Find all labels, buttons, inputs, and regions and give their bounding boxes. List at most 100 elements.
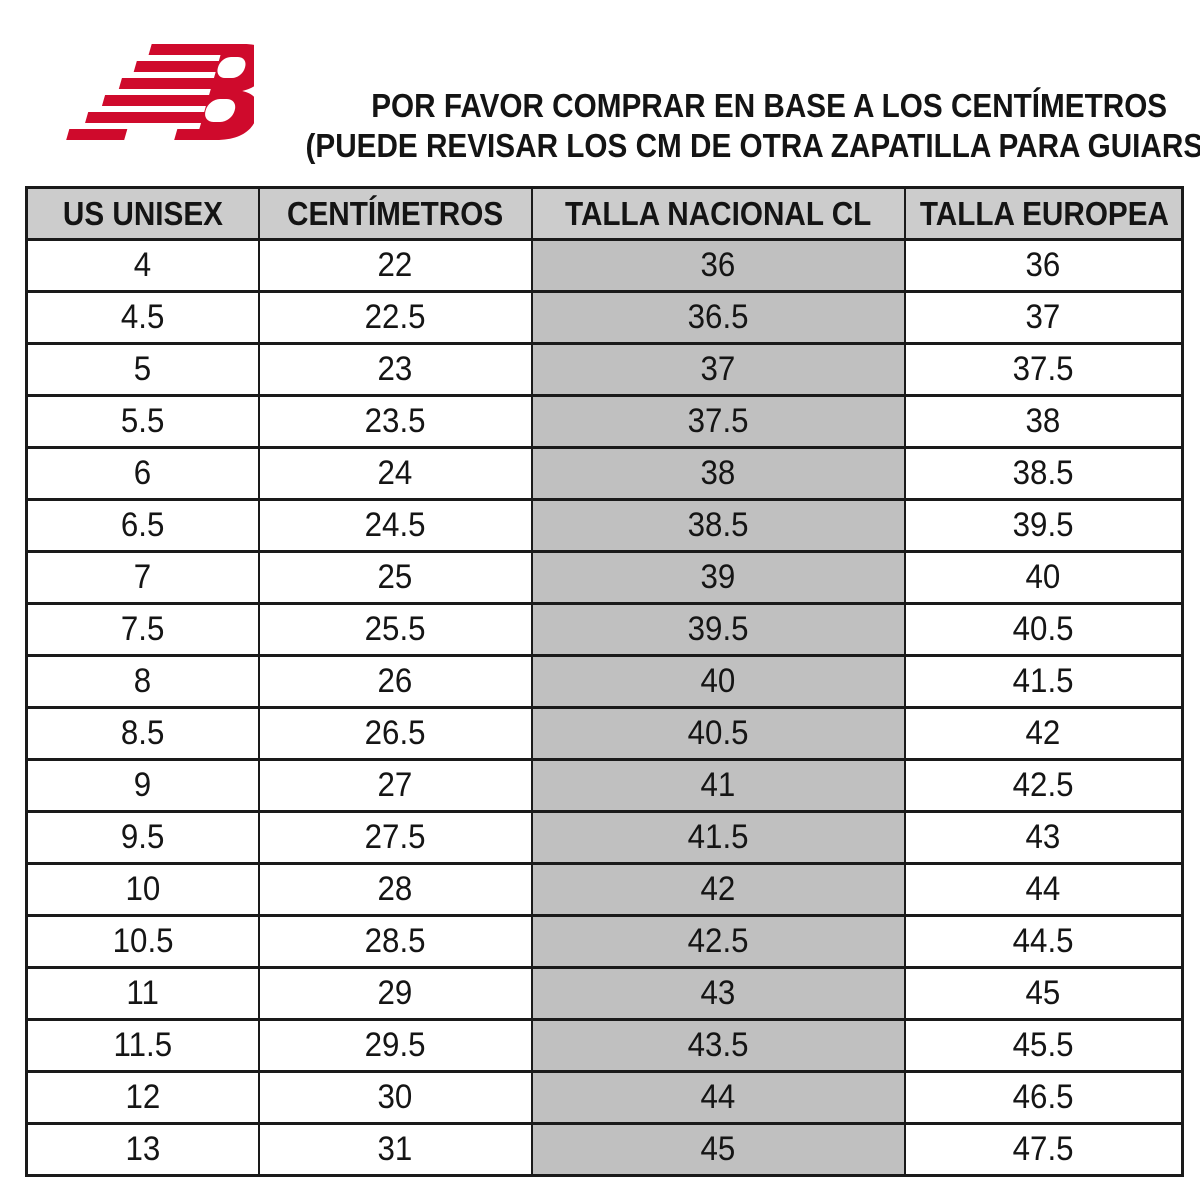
table-cell: 29.5 xyxy=(257,1018,533,1073)
table-cell: 40.5 xyxy=(903,602,1184,657)
table-cell: 12 xyxy=(25,1070,260,1125)
table-body: 4 22 36 36 4.5 22.5 36.5 37 5 23 37 37.5 5.5 23.5 37.5… xyxy=(25,238,1184,1177)
table-cell: 45 xyxy=(903,966,1184,1021)
table-cell: 9.5 xyxy=(25,810,260,865)
table-cell: 11 xyxy=(25,966,260,1021)
table-cell: 9 xyxy=(25,758,260,813)
column-header: TALLA EUROPEA xyxy=(903,186,1184,241)
table-cell: 42.5 xyxy=(530,914,906,969)
table-row: 8 26 40 41.5 xyxy=(25,654,1184,709)
table-cell: 10.5 xyxy=(25,914,260,969)
table-row: 13 31 45 47.5 xyxy=(25,1122,1184,1177)
table-cell: 4 xyxy=(25,238,260,293)
table-cell: 27.5 xyxy=(257,810,533,865)
table-cell: 44 xyxy=(903,862,1184,917)
table-row: 5 23 37 37.5 xyxy=(25,342,1184,397)
table-cell: 38 xyxy=(530,446,906,501)
table-cell: 46.5 xyxy=(903,1070,1184,1125)
table-cell: 39.5 xyxy=(903,498,1184,553)
table-row: 12 30 44 46.5 xyxy=(25,1070,1184,1125)
table-row: 4.5 22.5 36.5 37 xyxy=(25,290,1184,345)
table-cell: 25 xyxy=(257,550,533,605)
column-header: TALLA NACIONAL CL xyxy=(530,186,906,241)
table-cell: 44 xyxy=(530,1070,906,1125)
table-cell: 37.5 xyxy=(530,394,906,449)
table-cell: 7 xyxy=(25,550,260,605)
table-cell: 28 xyxy=(257,862,533,917)
table-row: 9 27 41 42.5 xyxy=(25,758,1184,813)
table-cell: 6 xyxy=(25,446,260,501)
table-cell: 7.5 xyxy=(25,602,260,657)
new-balance-logo xyxy=(66,36,270,157)
table-row: 6.5 24.5 38.5 39.5 xyxy=(25,498,1184,553)
table-cell: 30 xyxy=(257,1070,533,1125)
table-cell: 47.5 xyxy=(903,1122,1184,1177)
table-cell: 40 xyxy=(530,654,906,709)
table-row: 10.5 28.5 42.5 44.5 xyxy=(25,914,1184,969)
table-cell: 45.5 xyxy=(903,1018,1184,1073)
table-cell: 22.5 xyxy=(257,290,533,345)
table-cell: 37 xyxy=(903,290,1184,345)
page-title: POR FAVOR COMPRAR EN BASE A LOS CENTÍMET… xyxy=(254,86,1200,166)
table-row: 7 25 39 40 xyxy=(25,550,1184,605)
table-cell: 23.5 xyxy=(257,394,533,449)
header: POR FAVOR COMPRAR EN BASE A LOS CENTÍMET… xyxy=(0,0,1200,186)
table-cell: 42 xyxy=(530,862,906,917)
table-cell: 27 xyxy=(257,758,533,813)
table-row: 6 24 38 38.5 xyxy=(25,446,1184,501)
size-conversion-table: US UNISEX CENTÍMETROS TALLA NACIONAL CL TAL… xyxy=(25,186,1184,1177)
table-cell: 45 xyxy=(530,1122,906,1177)
table-row: 11 29 43 45 xyxy=(25,966,1184,1021)
table-cell: 28.5 xyxy=(257,914,533,969)
table-cell: 39 xyxy=(530,550,906,605)
table-cell: 39.5 xyxy=(530,602,906,657)
table-cell: 36 xyxy=(530,238,906,293)
header-row: US UNISEX CENTÍMETROS TALLA NACIONAL CL TAL… xyxy=(25,186,1184,241)
table-cell: 13 xyxy=(25,1122,260,1177)
table-cell: 41 xyxy=(530,758,906,813)
table-cell: 10 xyxy=(25,862,260,917)
table-cell: 36.5 xyxy=(530,290,906,345)
table-cell: 43 xyxy=(530,966,906,1021)
column-header: CENTÍMETROS xyxy=(257,186,533,241)
table-cell: 23 xyxy=(257,342,533,397)
table-row: 7.5 25.5 39.5 40.5 xyxy=(25,602,1184,657)
table-cell: 6.5 xyxy=(25,498,260,553)
table-row: 10 28 42 44 xyxy=(25,862,1184,917)
table-cell: 24.5 xyxy=(257,498,533,553)
table-cell: 41.5 xyxy=(530,810,906,865)
table-cell: 25.5 xyxy=(257,602,533,657)
table-cell: 5.5 xyxy=(25,394,260,449)
column-header: US UNISEX xyxy=(25,186,260,241)
table-cell: 43 xyxy=(903,810,1184,865)
table-cell: 37 xyxy=(530,342,906,397)
table-cell: 29 xyxy=(257,966,533,1021)
table-cell: 42.5 xyxy=(903,758,1184,813)
table-cell: 31 xyxy=(257,1122,533,1177)
table-row: 4 22 36 36 xyxy=(25,238,1184,293)
nb-logo-icon xyxy=(66,44,270,140)
table-cell: 22 xyxy=(257,238,533,293)
table-cell: 11.5 xyxy=(25,1018,260,1073)
table-cell: 42 xyxy=(903,706,1184,761)
table-row: 5.5 23.5 37.5 38 xyxy=(25,394,1184,449)
table-cell: 43.5 xyxy=(530,1018,906,1073)
table-cell: 38 xyxy=(903,394,1184,449)
table-cell: 38.5 xyxy=(903,446,1184,501)
table-cell: 24 xyxy=(257,446,533,501)
table-cell: 26.5 xyxy=(257,706,533,761)
table-cell: 36 xyxy=(903,238,1184,293)
table-cell: 8 xyxy=(25,654,260,709)
table-cell: 41.5 xyxy=(903,654,1184,709)
table-cell: 5 xyxy=(25,342,260,397)
table-cell: 44.5 xyxy=(903,914,1184,969)
table-row: 9.5 27.5 41.5 43 xyxy=(25,810,1184,865)
table-cell: 26 xyxy=(257,654,533,709)
table-cell: 40.5 xyxy=(530,706,906,761)
table-cell: 37.5 xyxy=(903,342,1184,397)
title-line-2: (PUEDE REVISAR LOS CM DE OTRA ZAPATILLA … xyxy=(305,127,1200,164)
table-cell: 4.5 xyxy=(25,290,260,345)
table-row: 11.5 29.5 43.5 45.5 xyxy=(25,1018,1184,1073)
table-cell: 38.5 xyxy=(530,498,906,553)
